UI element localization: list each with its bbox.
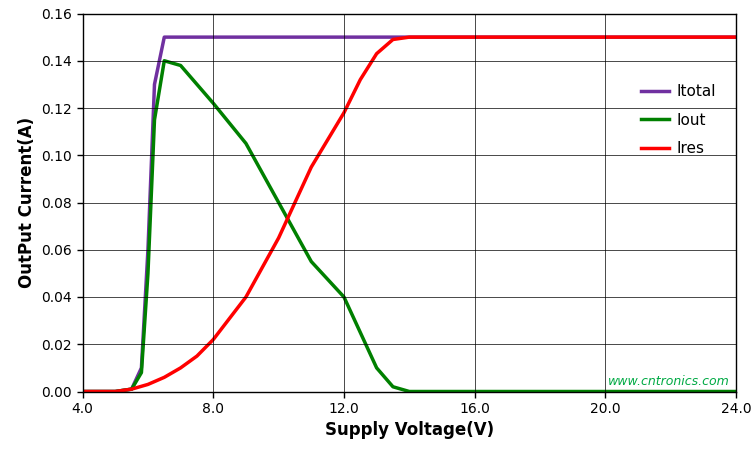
Iout xyxy=(339,294,348,300)
Ires xyxy=(388,37,397,42)
Iout xyxy=(150,117,159,122)
Iout xyxy=(78,389,87,394)
Itotal xyxy=(160,35,169,40)
Ires xyxy=(372,51,382,56)
Iout xyxy=(306,259,315,264)
Text: www.cntronics.com: www.cntronics.com xyxy=(608,375,729,388)
Ires xyxy=(176,365,185,371)
Ires xyxy=(111,389,120,394)
Itotal xyxy=(150,82,159,87)
Ires xyxy=(356,77,365,82)
Itotal xyxy=(176,35,185,40)
Itotal xyxy=(127,387,136,392)
Ires xyxy=(78,389,87,394)
Ires xyxy=(160,374,169,380)
Iout xyxy=(160,58,169,63)
Itotal xyxy=(137,365,146,371)
Ires xyxy=(95,389,104,394)
Ires xyxy=(209,337,218,342)
Iout xyxy=(143,270,152,276)
Iout xyxy=(209,101,218,106)
X-axis label: Supply Voltage(V): Supply Voltage(V) xyxy=(324,422,494,440)
Ires xyxy=(242,294,251,300)
Line: Itotal: Itotal xyxy=(83,37,736,392)
Ires xyxy=(421,35,430,40)
Iout xyxy=(405,389,414,394)
Iout xyxy=(242,141,251,146)
Iout xyxy=(731,389,740,394)
Line: Iout: Iout xyxy=(83,61,736,392)
Iout xyxy=(111,389,120,394)
Iout xyxy=(137,370,146,375)
Iout xyxy=(274,200,283,205)
Iout xyxy=(372,365,382,371)
Itotal xyxy=(143,247,152,252)
Ires xyxy=(731,35,740,40)
Itotal xyxy=(731,35,740,40)
Ires xyxy=(143,382,152,387)
Iout xyxy=(388,384,397,389)
Itotal xyxy=(111,389,120,394)
Ires xyxy=(437,35,446,40)
Ires xyxy=(405,35,414,40)
Legend: Itotal, Iout, Ires: Itotal, Iout, Ires xyxy=(635,78,722,162)
Itotal xyxy=(78,389,87,394)
Ires xyxy=(339,110,348,116)
Ires xyxy=(274,235,283,241)
Iout xyxy=(176,63,185,68)
Line: Ires: Ires xyxy=(83,37,736,392)
Iout xyxy=(127,387,136,392)
Ires xyxy=(192,353,201,359)
Ires xyxy=(127,387,136,392)
Ires xyxy=(306,164,315,170)
Y-axis label: OutPut Current(A): OutPut Current(A) xyxy=(18,117,36,288)
